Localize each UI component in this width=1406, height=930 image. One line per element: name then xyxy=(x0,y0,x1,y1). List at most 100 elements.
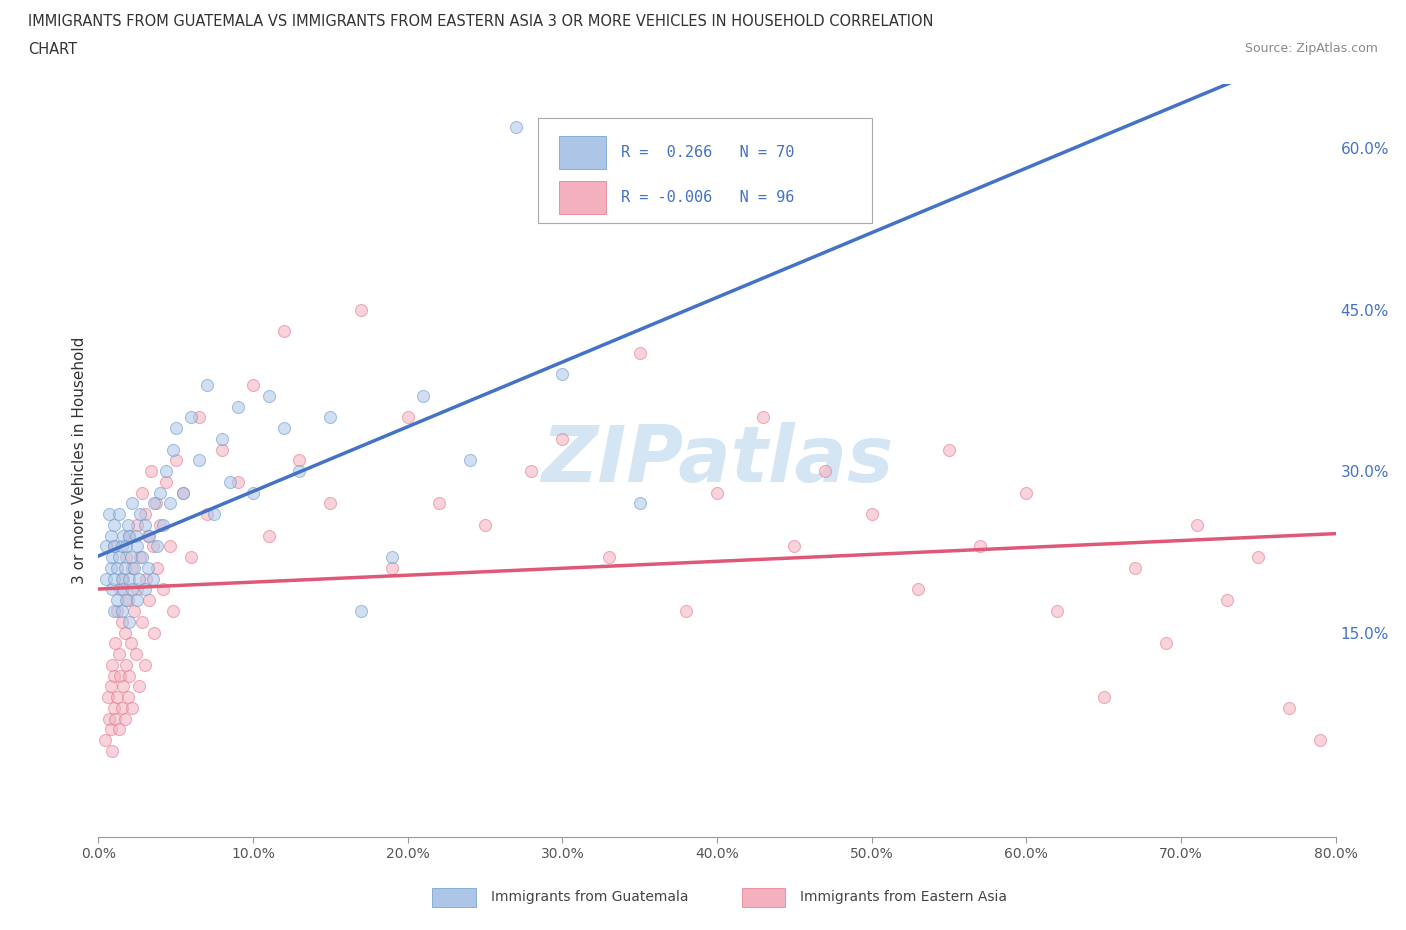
Point xyxy=(1216,592,1239,607)
Point xyxy=(907,582,929,597)
Point xyxy=(180,550,202,565)
Point xyxy=(628,345,651,360)
Point xyxy=(257,389,280,404)
Point xyxy=(117,690,139,705)
Point xyxy=(111,571,132,586)
Point xyxy=(115,592,138,607)
Point xyxy=(1185,517,1208,532)
Point xyxy=(129,550,152,565)
Text: R =  0.266   N = 70: R = 0.266 N = 70 xyxy=(620,145,794,160)
Point xyxy=(112,582,135,597)
Point xyxy=(1046,604,1069,618)
Point xyxy=(122,604,145,618)
Point xyxy=(115,550,138,565)
Point xyxy=(114,711,136,726)
Point xyxy=(103,539,125,554)
Point xyxy=(128,571,150,586)
Point xyxy=(146,539,169,554)
Point xyxy=(93,733,115,748)
Point xyxy=(121,496,143,511)
Point xyxy=(319,410,342,425)
Point xyxy=(1247,550,1270,565)
Point xyxy=(128,679,150,694)
Text: CHART: CHART xyxy=(28,42,77,57)
Point xyxy=(1278,700,1301,715)
Point xyxy=(145,496,167,511)
Point xyxy=(134,658,156,672)
Point xyxy=(118,528,141,543)
Point xyxy=(141,539,165,554)
Point xyxy=(105,592,128,607)
Point xyxy=(131,615,153,630)
Point xyxy=(551,432,574,446)
Point xyxy=(105,561,128,576)
Point xyxy=(180,410,202,425)
Point xyxy=(165,420,187,435)
Point xyxy=(146,561,169,576)
Point xyxy=(112,679,135,694)
Point xyxy=(127,517,149,532)
Point xyxy=(105,604,128,618)
Point xyxy=(114,561,136,576)
Point xyxy=(675,604,697,618)
Point xyxy=(752,410,775,425)
Point xyxy=(458,453,481,468)
Point xyxy=(129,507,152,522)
Point xyxy=(1309,733,1331,748)
Point xyxy=(1154,636,1177,651)
Point xyxy=(162,604,184,618)
Point xyxy=(520,464,543,479)
Point xyxy=(273,420,295,435)
Point xyxy=(159,539,181,554)
Point xyxy=(319,496,342,511)
Y-axis label: 3 or more Vehicles in Household: 3 or more Vehicles in Household xyxy=(72,337,87,584)
Point xyxy=(1015,485,1038,500)
Point xyxy=(226,474,249,489)
Point xyxy=(98,711,121,726)
Point xyxy=(114,625,136,640)
Point xyxy=(124,528,146,543)
Point xyxy=(165,453,187,468)
Point xyxy=(226,399,249,414)
Point xyxy=(381,550,404,565)
Point xyxy=(350,604,373,618)
Text: R = -0.006   N = 96: R = -0.006 N = 96 xyxy=(620,191,794,206)
Point xyxy=(107,646,129,661)
Point xyxy=(111,539,132,554)
Point xyxy=(195,378,218,392)
Point xyxy=(122,561,145,576)
Point xyxy=(103,700,125,715)
Point xyxy=(96,539,118,554)
Point xyxy=(139,464,162,479)
Point xyxy=(938,442,960,457)
Point xyxy=(288,453,311,468)
Point xyxy=(135,571,157,586)
Text: ZIPatlas: ZIPatlas xyxy=(541,422,893,498)
Point xyxy=(204,507,226,522)
Point xyxy=(860,507,883,522)
Point xyxy=(121,561,143,576)
Point xyxy=(134,517,156,532)
Point xyxy=(783,539,806,554)
Point xyxy=(551,366,574,381)
Point xyxy=(138,528,160,543)
Point xyxy=(96,571,118,586)
Point xyxy=(97,690,120,705)
Point xyxy=(172,485,194,500)
Point xyxy=(628,496,651,511)
FancyBboxPatch shape xyxy=(558,181,606,214)
Point xyxy=(159,496,181,511)
Point xyxy=(108,668,131,683)
Point xyxy=(107,507,129,522)
Point xyxy=(188,410,211,425)
Point xyxy=(131,550,153,565)
Point xyxy=(152,582,174,597)
Point xyxy=(155,464,177,479)
Text: IMMIGRANTS FROM GUATEMALA VS IMMIGRANTS FROM EASTERN ASIA 3 OR MORE VEHICLES IN : IMMIGRANTS FROM GUATEMALA VS IMMIGRANTS … xyxy=(28,14,934,29)
Point xyxy=(412,389,434,404)
Point xyxy=(242,378,264,392)
Point xyxy=(211,442,233,457)
Point xyxy=(103,604,125,618)
Point xyxy=(101,550,124,565)
Point xyxy=(257,528,280,543)
